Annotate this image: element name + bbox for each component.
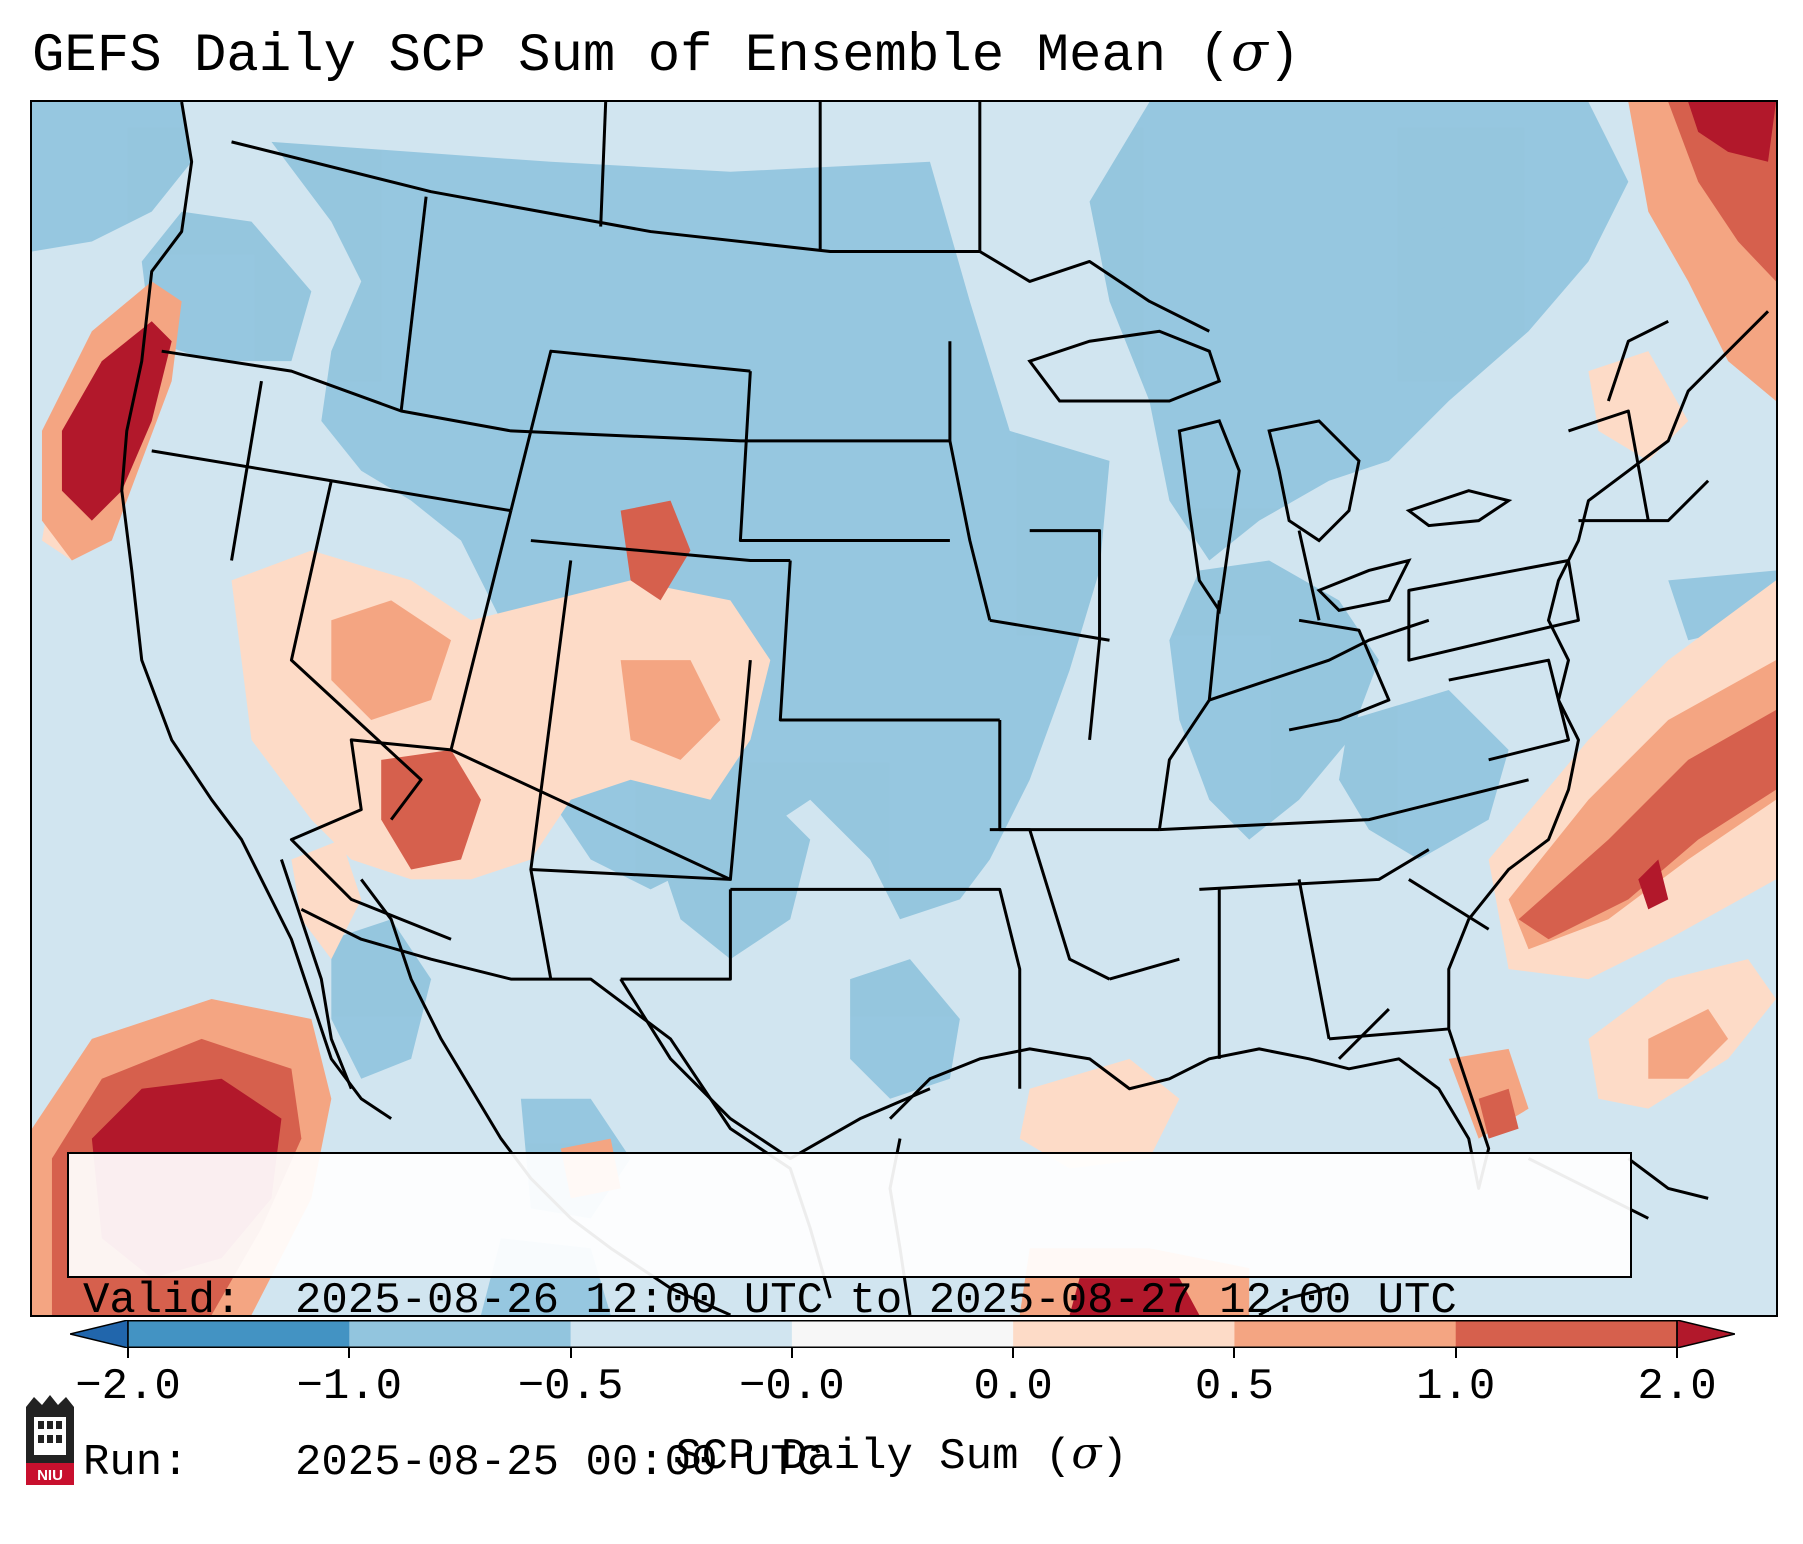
- colorbar-tick-label: −1.0: [296, 1362, 403, 1412]
- colorbar-bin: [1455, 1320, 1678, 1348]
- colorbar-tick-label: −2.0: [75, 1362, 181, 1412]
- valid-label: Valid:: [83, 1276, 242, 1326]
- colorbar-bin: [1234, 1320, 1457, 1348]
- colorbar-tick-mark: [348, 1348, 351, 1358]
- run-label: Run:: [83, 1438, 189, 1488]
- niu-logo-band: [26, 1463, 74, 1485]
- positive-anomaly-areas: [32, 102, 1776, 1315]
- map-panel: [30, 100, 1778, 1317]
- colorbar-tick-mark: [1012, 1348, 1015, 1358]
- colorbar-bin: [570, 1320, 793, 1348]
- colorbar: [70, 1320, 1735, 1348]
- colorbar-label: SCP Daily Sum (σ): [675, 1428, 1128, 1482]
- valid-value: 2025-08-26 12:00 UTC to 2025-08-27 12:00…: [295, 1276, 1457, 1326]
- colorbar-tick-label: 0.0: [973, 1362, 1053, 1412]
- colorbar-tick-mark: [1676, 1348, 1678, 1358]
- colorbar-tick-label: 0.5: [1194, 1362, 1275, 1412]
- figure-title: GEFS Daily SCP Sum of Ensemble Mean (σ): [32, 20, 1301, 87]
- colorbar-tick-label: 2.0: [1637, 1362, 1717, 1412]
- colorbar-bin: [791, 1320, 1014, 1348]
- run-value: 2025-08-25 00:00 UTC: [295, 1438, 824, 1488]
- colorbar-bin: [128, 1320, 350, 1348]
- colorbar-extend-min: [70, 1320, 129, 1348]
- colorbar-tick-mark: [569, 1348, 572, 1358]
- scp-map: [32, 102, 1776, 1315]
- niu-logo: NIU: [26, 1395, 74, 1485]
- colorbar-tick-label: 1.0: [1416, 1362, 1496, 1412]
- colorbar-bin: [1013, 1320, 1235, 1348]
- run-info-box: Valid: 2025-08-26 12:00 UTC to 2025-08-27…: [67, 1152, 1632, 1488]
- colorbar-frame: [127, 1320, 1678, 1348]
- colorbar-tick-label: −0.5: [517, 1362, 624, 1412]
- state-boundaries: [151, 102, 1710, 1161]
- colorbar-tick-mark: [790, 1348, 793, 1358]
- colorbar-bin: [349, 1320, 572, 1348]
- niu-logo-text: NIU: [37, 1467, 63, 1484]
- great-lakes: [1027, 329, 1513, 615]
- colorbar-extend-max: [1676, 1320, 1735, 1348]
- colorbar-tick-mark: [127, 1348, 129, 1358]
- colorbar-tick-label: −0.0: [739, 1362, 845, 1412]
- colorbar-tick-mark: [1454, 1348, 1457, 1358]
- colorbar-tick-mark: [1233, 1348, 1236, 1358]
